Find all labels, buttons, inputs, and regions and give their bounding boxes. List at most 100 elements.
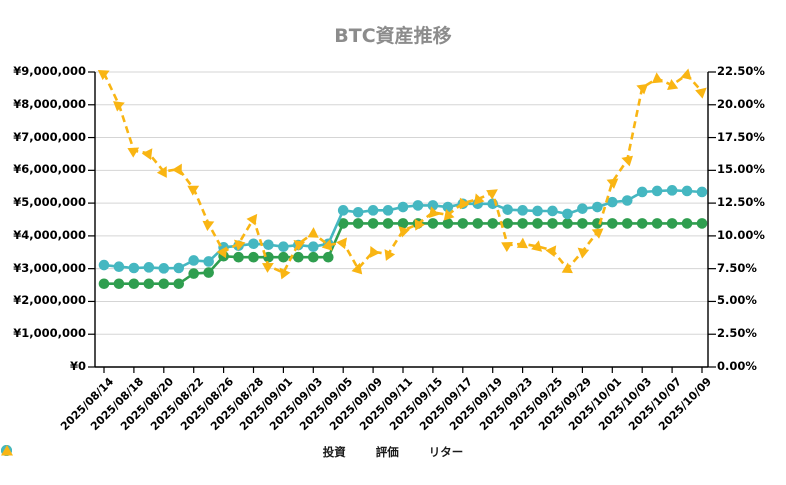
data-point <box>382 218 394 229</box>
y-axis-label-left: ¥6,000,000 <box>13 162 86 177</box>
data-point <box>547 218 558 229</box>
data-point <box>562 218 573 229</box>
data-point <box>532 205 543 217</box>
data-point <box>188 255 199 266</box>
y-axis-label-left: ¥7,000,000 <box>13 129 86 144</box>
y-axis-label-right: 5.00% <box>717 293 757 308</box>
data-point <box>98 259 110 271</box>
data-point <box>143 278 155 290</box>
data-point <box>472 218 484 229</box>
data-point <box>234 239 246 251</box>
data-point <box>502 218 513 229</box>
y-axis-label-right: 20.00% <box>717 96 765 111</box>
data-point <box>532 218 543 229</box>
data-point <box>97 70 110 81</box>
y-axis-label-left: ¥0 <box>69 359 86 373</box>
data-point <box>621 155 633 167</box>
data-point <box>203 256 214 267</box>
data-point <box>591 228 604 239</box>
data-point <box>651 218 663 229</box>
y-axis-label-right: 17.50% <box>717 129 765 144</box>
data-point <box>427 218 439 229</box>
data-point <box>246 213 258 226</box>
data-point <box>188 268 199 279</box>
data-point <box>233 251 244 263</box>
data-point <box>263 239 274 251</box>
data-point <box>428 206 440 218</box>
data-point <box>577 218 588 229</box>
data-point <box>322 251 334 263</box>
data-point <box>545 245 557 258</box>
data-point <box>680 68 692 80</box>
data-point <box>457 218 469 229</box>
legend-item-value: 評価 <box>1 444 399 460</box>
data-point <box>427 200 439 211</box>
series-line-2 <box>102 72 703 275</box>
data-point <box>158 278 170 290</box>
data-point <box>141 148 153 160</box>
data-point <box>337 205 349 216</box>
data-point <box>443 208 455 221</box>
data-point <box>367 205 379 216</box>
y-axis-label-right: 0.00% <box>717 359 757 373</box>
data-point <box>577 203 588 214</box>
legend-label-return: リター <box>428 445 464 459</box>
data-point <box>607 218 618 229</box>
data-point <box>517 218 528 229</box>
legend-item-return: リター <box>1 444 464 460</box>
data-point <box>681 185 693 197</box>
legend-item-invest: 投資 <box>1 444 346 460</box>
data-point <box>173 278 185 290</box>
data-point <box>216 246 228 259</box>
y-axis-label-left: ¥1,000,000 <box>13 326 86 341</box>
data-point <box>592 201 603 213</box>
data-point <box>502 204 513 215</box>
data-point <box>531 240 543 252</box>
data-point <box>667 78 679 90</box>
data-point <box>369 246 380 258</box>
y-axis-label-left: ¥2,000,000 <box>13 293 86 308</box>
data-point <box>501 241 513 253</box>
y-axis-label-right: 10.00% <box>717 227 765 242</box>
data-point <box>442 218 454 229</box>
y-axis-label-left: ¥3,000,000 <box>13 260 86 275</box>
data-point <box>696 186 708 198</box>
data-point <box>98 278 110 290</box>
data-point <box>128 278 140 290</box>
data-point <box>248 238 259 250</box>
data-point <box>516 237 529 249</box>
data-point <box>382 205 394 216</box>
data-point <box>384 249 396 261</box>
data-point <box>398 226 410 238</box>
y-axis-label-right: 15.00% <box>717 162 765 177</box>
data-point <box>577 247 590 259</box>
return-triangle-icon <box>1 445 13 456</box>
data-point <box>187 185 200 196</box>
data-point <box>279 267 291 280</box>
legend-label-value: 評価 <box>375 445 399 459</box>
data-point <box>651 72 664 84</box>
data-point <box>113 278 125 290</box>
data-point <box>636 186 648 198</box>
y-axis-label-right: 2.50% <box>717 326 757 341</box>
data-point <box>651 185 663 197</box>
data-point <box>695 87 707 99</box>
data-point <box>636 83 649 95</box>
legend-label-invest: 投資 <box>322 445 346 459</box>
y-axis-label-right: 7.50% <box>717 260 757 275</box>
data-point <box>337 218 349 229</box>
data-point <box>414 218 425 231</box>
data-point <box>473 193 485 206</box>
chart-title: BTC資産推移 <box>334 25 452 47</box>
data-point <box>442 201 454 213</box>
data-point <box>308 241 319 253</box>
data-point <box>113 101 125 112</box>
data-point <box>127 147 140 158</box>
data-point <box>666 218 678 229</box>
data-point <box>412 200 424 211</box>
y-axis-label-left: ¥4,000,000 <box>13 227 86 242</box>
data-point <box>307 227 319 238</box>
data-point <box>156 166 167 178</box>
